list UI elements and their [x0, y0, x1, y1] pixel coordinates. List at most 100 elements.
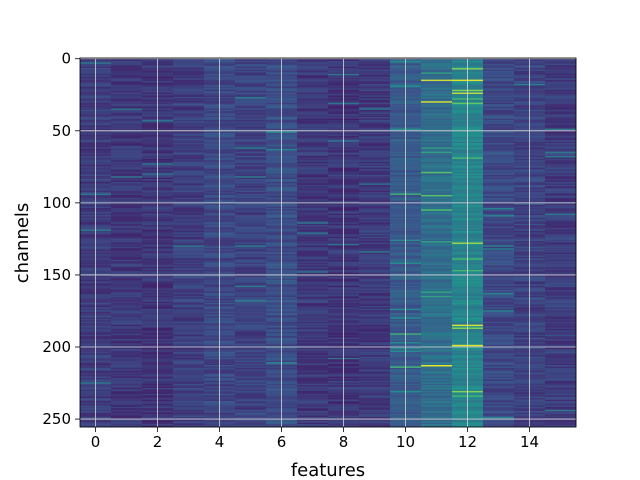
- heatmap-cell: [483, 190, 515, 193]
- heatmap-cell: [545, 138, 577, 141]
- heatmap-cell: [421, 230, 453, 233]
- heatmap-cell: [297, 134, 329, 137]
- heatmap-cell: [421, 117, 453, 119]
- heatmap-cell: [421, 95, 453, 98]
- heatmap-cell: [359, 179, 391, 181]
- heatmap-cell: [111, 154, 143, 157]
- heatmap-cell: [297, 403, 329, 406]
- heatmap-cell: [483, 98, 515, 101]
- heatmap-cell: [173, 83, 205, 86]
- heatmap-cell: [359, 200, 391, 203]
- heatmap-cell: [483, 128, 515, 131]
- heatmap-cell: [421, 78, 453, 80]
- heatmap-cell: [421, 160, 453, 163]
- heatmap-cell: [297, 380, 329, 383]
- heatmap-cell: [483, 425, 515, 428]
- heatmap-cell: [359, 385, 391, 387]
- heatmap-cell: [359, 105, 391, 108]
- heatmap-cell: [235, 320, 267, 323]
- heatmap-cell: [359, 422, 391, 425]
- heatmap-cell: [297, 376, 329, 379]
- heatmap-cell: [235, 209, 267, 212]
- heatmap-cell: [173, 411, 205, 413]
- heatmap-cell: [111, 73, 143, 76]
- heatmap-cell: [297, 223, 329, 226]
- heatmap-cell: [545, 294, 577, 297]
- heatmap-cell: [235, 153, 267, 155]
- heatmap-cell: [111, 174, 143, 177]
- heatmap-cell: [545, 298, 577, 301]
- heatmap-cell: [483, 262, 515, 265]
- heatmap-cell: [483, 101, 515, 103]
- heatmap-cell: [297, 125, 329, 128]
- heatmap-cell: [545, 157, 577, 160]
- heatmap-cell: [111, 292, 143, 295]
- heatmap-cell: [297, 356, 329, 359]
- heatmap-cell: [359, 278, 391, 281]
- heatmap-cell: [111, 396, 143, 399]
- heatmap-cell: [483, 114, 515, 116]
- heatmap-cell: [111, 196, 143, 199]
- heatmap-cell: [297, 241, 329, 243]
- heatmap-cell: [173, 184, 205, 187]
- heatmap-cell: [297, 419, 329, 422]
- heatmap-cell: [483, 161, 515, 164]
- heatmap-cell: [111, 334, 143, 337]
- heatmap-cell: [173, 406, 205, 409]
- heatmap-cell: [545, 393, 577, 396]
- heatmap-cell: [359, 363, 391, 366]
- heatmap-cell: [111, 108, 143, 111]
- heatmap-cell: [235, 414, 267, 416]
- heatmap-cell: [421, 164, 453, 167]
- heatmap-cell: [235, 318, 267, 321]
- heatmap-cell: [235, 261, 267, 263]
- heatmap-cell: [173, 117, 205, 119]
- heatmap-cell: [545, 154, 577, 157]
- heatmap-cell: [111, 382, 143, 385]
- heatmap-cell: [545, 395, 577, 398]
- heatmap-cell: [483, 261, 515, 263]
- heatmap-cell: [297, 105, 329, 108]
- heatmap-cell: [235, 370, 267, 373]
- heatmap-cell: [111, 271, 143, 274]
- heatmap-cell: [111, 349, 143, 351]
- heatmap-cell: [235, 396, 267, 399]
- heatmap-cell: [545, 305, 577, 308]
- heatmap-cell: [235, 166, 267, 168]
- y-tick-label: 200: [42, 338, 71, 356]
- heatmap-cell: [483, 386, 515, 389]
- heatmap-cell: [359, 99, 391, 102]
- heatmap-cell: [483, 230, 515, 233]
- heatmap-cell: [173, 403, 205, 406]
- heatmap-cell: [483, 140, 515, 142]
- heatmap-cell: [111, 241, 143, 243]
- heatmap-cell: [173, 163, 205, 165]
- heatmap-cell: [483, 63, 515, 66]
- heatmap-cell: [297, 354, 329, 357]
- heatmap-cell: [173, 419, 205, 422]
- heatmap-cell: [483, 131, 515, 134]
- heatmap-cell: [297, 336, 329, 338]
- heatmap-cell: [483, 422, 515, 425]
- heatmap-cell: [111, 402, 143, 405]
- heatmap-cell: [483, 212, 515, 214]
- heatmap-cell: [297, 190, 329, 193]
- heatmap-cell: [359, 98, 391, 101]
- heatmap-cell: [359, 164, 391, 167]
- heatmap-cell: [545, 220, 577, 223]
- heatmap-cell: [297, 177, 329, 180]
- heatmap-cell: [235, 128, 267, 131]
- heatmap-cell: [545, 262, 577, 265]
- heatmap-cell: [359, 180, 391, 183]
- heatmap-cell: [297, 135, 329, 138]
- heatmap-cell: [483, 65, 515, 67]
- heatmap-cell: [359, 323, 391, 325]
- heatmap-cell: [235, 259, 267, 262]
- heatmap-cell: [421, 73, 453, 76]
- heatmap-cell: [297, 249, 329, 252]
- heatmap-cell: [483, 243, 515, 246]
- heatmap-cell: [173, 168, 205, 171]
- heatmap-cell: [545, 271, 577, 274]
- heatmap-cell: [359, 197, 391, 200]
- heatmap-cell: [483, 200, 515, 203]
